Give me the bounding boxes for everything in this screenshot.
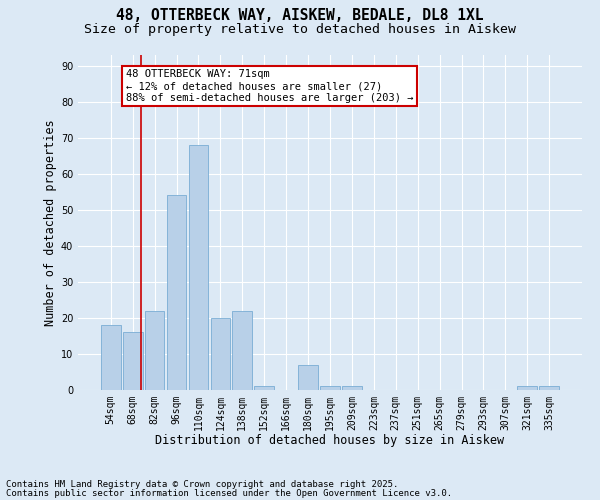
Y-axis label: Number of detached properties: Number of detached properties bbox=[44, 119, 56, 326]
Bar bbox=[342, 386, 362, 390]
Bar bbox=[145, 311, 164, 390]
Bar bbox=[539, 386, 559, 390]
Bar bbox=[517, 386, 537, 390]
Bar bbox=[298, 365, 318, 390]
Bar bbox=[232, 311, 252, 390]
Bar bbox=[101, 325, 121, 390]
Bar bbox=[188, 145, 208, 390]
Text: Size of property relative to detached houses in Aiskew: Size of property relative to detached ho… bbox=[84, 22, 516, 36]
Text: 48 OTTERBECK WAY: 71sqm
← 12% of detached houses are smaller (27)
88% of semi-de: 48 OTTERBECK WAY: 71sqm ← 12% of detache… bbox=[126, 70, 413, 102]
Bar bbox=[167, 196, 187, 390]
Bar bbox=[123, 332, 143, 390]
X-axis label: Distribution of detached houses by size in Aiskew: Distribution of detached houses by size … bbox=[155, 434, 505, 448]
Text: 48, OTTERBECK WAY, AISKEW, BEDALE, DL8 1XL: 48, OTTERBECK WAY, AISKEW, BEDALE, DL8 1… bbox=[116, 8, 484, 22]
Text: Contains public sector information licensed under the Open Government Licence v3: Contains public sector information licen… bbox=[6, 490, 452, 498]
Text: Contains HM Land Registry data © Crown copyright and database right 2025.: Contains HM Land Registry data © Crown c… bbox=[6, 480, 398, 489]
Bar bbox=[254, 386, 274, 390]
Bar bbox=[320, 386, 340, 390]
Bar bbox=[211, 318, 230, 390]
